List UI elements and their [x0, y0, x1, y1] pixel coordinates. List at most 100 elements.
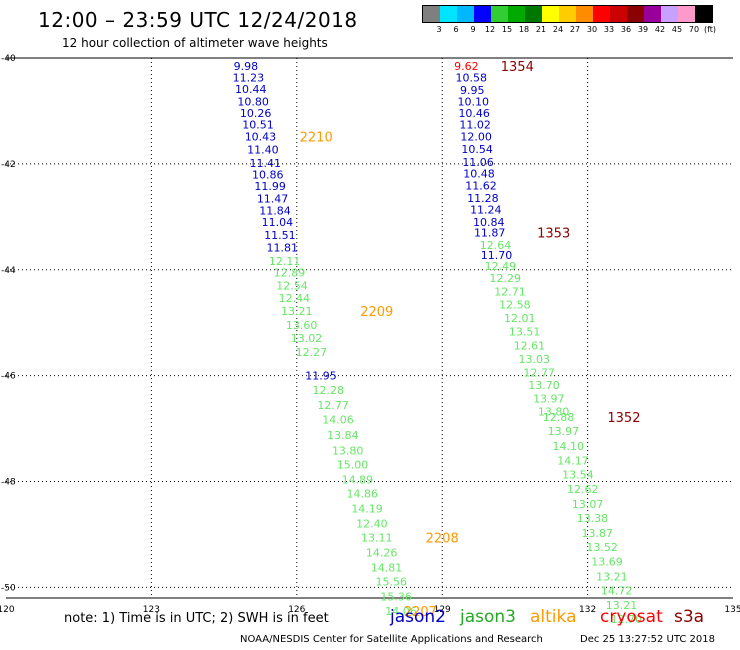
swh-data-label: 11.28: [467, 192, 499, 205]
swh-data-label: 12.62: [567, 483, 599, 496]
swh-data-label: 10.44: [235, 83, 267, 96]
swh-data-label: 9.98: [234, 60, 259, 73]
swh-data-label: 10.80: [237, 95, 269, 108]
swh-data-label: 13.70: [528, 379, 560, 392]
swh-data-label: 12.58: [499, 299, 531, 312]
swh-data-label: 13.07: [572, 498, 604, 511]
swh-data-label: 15.36: [380, 590, 412, 603]
color-scale-label: 21: [535, 25, 547, 34]
swh-data-label: 10.10: [457, 95, 489, 108]
swh-data-label: 12.28: [313, 384, 345, 397]
swh-data-label: 13.80: [538, 406, 570, 419]
color-scale-label: 70: [688, 25, 700, 34]
color-swatch: [508, 6, 525, 22]
swh-data-label: 13.54: [562, 469, 594, 482]
color-swatch: [491, 6, 508, 22]
color-swatch: [610, 6, 627, 22]
color-swatch: [695, 6, 712, 22]
swh-data-label: 11.41: [250, 157, 282, 170]
swh-data-label: 13.38: [577, 512, 609, 525]
swh-data-label: 13.87: [582, 527, 614, 540]
swh-data-label: 13.97: [548, 425, 580, 438]
swh-data-label: 10.51: [242, 119, 274, 132]
color-scale-label: 12: [484, 25, 496, 34]
pass-time-label: 2209: [360, 305, 393, 320]
color-scale-swatches: [422, 5, 713, 23]
swh-data-label: 13.21: [281, 305, 313, 318]
swh-data-label: 12.61: [514, 339, 546, 352]
color-scale-label: 33: [603, 25, 615, 34]
swh-data-label: 12.11: [269, 255, 301, 268]
color-swatch: [423, 6, 440, 22]
swh-data-label: 14.19: [351, 503, 383, 516]
swh-data-label: 15.56: [376, 576, 408, 589]
legend-s3a: s3a: [674, 607, 705, 627]
swh-data-label: 14.26: [366, 546, 398, 559]
swh-data-label: 14.89: [342, 473, 374, 486]
legend-cryosat: cryosat: [600, 607, 663, 627]
color-swatch: [457, 6, 474, 22]
color-swatch: [525, 6, 542, 22]
swh-data-label: 11.02: [459, 119, 491, 132]
swh-data-label: 11.87: [474, 227, 506, 240]
color-swatch: [559, 6, 576, 22]
note-text: note: 1) Time is in UTC; 2) SWH is in fe…: [64, 611, 329, 626]
swh-data-label: 11.81: [267, 242, 299, 255]
swh-data-label: 10.86: [252, 168, 284, 181]
color-swatch: [593, 6, 610, 22]
swh-data-label: 10.43: [245, 130, 277, 143]
swh-data-label: 14.10: [552, 440, 584, 453]
swh-data-label: 10.54: [461, 143, 493, 156]
y-tick-label: -40: [1, 54, 16, 64]
swh-data-label: 12.27: [296, 346, 328, 359]
color-scale-label: 15: [501, 25, 513, 34]
color-scale-legend: 3 6 9 12 15 18 21 24 27 30 33 36 39 42 45 70 (ft): [422, 5, 717, 37]
color-swatch: [644, 6, 661, 22]
y-tick-label: -48: [1, 478, 16, 488]
swh-data-label: 12.01: [504, 312, 536, 325]
swh-data-label: 13.97: [533, 392, 565, 405]
pass-time-label: 1352: [607, 411, 640, 426]
swh-data-label: 15.00: [337, 459, 369, 472]
pass-time-label: 1353: [537, 227, 570, 242]
color-scale-label: 6: [453, 25, 459, 34]
color-swatch: [576, 6, 593, 22]
swh-data-label: 10.58: [456, 72, 488, 85]
swh-data-label: 12.89: [274, 266, 306, 279]
x-tick-label: 120: [0, 605, 15, 615]
color-swatch: [474, 6, 491, 22]
color-scale-label: 24: [552, 25, 564, 34]
swh-data-label: 12.49: [485, 260, 517, 273]
swh-data-label: 12.44: [279, 292, 311, 305]
y-tick-label: -50: [1, 583, 16, 593]
swh-data-label: 12.64: [480, 239, 512, 252]
swh-data-label: 10.26: [240, 107, 272, 120]
color-scale-label: 45: [671, 25, 683, 34]
swh-data-label: 11.04: [262, 216, 294, 229]
color-scale-unit: (ft): [704, 25, 717, 34]
x-tick-label: 129: [434, 605, 451, 615]
swh-data-label: 13.80: [332, 444, 364, 457]
color-scale-label: 39: [637, 25, 649, 34]
swh-data-label: 12.77: [317, 399, 349, 412]
color-scale-label: 27: [569, 25, 581, 34]
color-swatch: [542, 6, 559, 22]
swh-data-label: 11.40: [247, 144, 279, 157]
swh-data-label: 12.40: [356, 517, 388, 530]
credit-text: NOAA/NESDIS Center for Satellite Applica…: [240, 634, 543, 645]
swh-data-label: 13.03: [519, 353, 551, 366]
swh-data-label: 14.72: [601, 585, 633, 598]
x-tick-label: 123: [143, 605, 160, 615]
swh-data-label: 10.46: [458, 107, 490, 120]
color-scale-label: 42: [654, 25, 666, 34]
color-swatch: [661, 6, 678, 22]
x-tick-label: 132: [579, 605, 596, 615]
swh-data-label: 11.24: [470, 203, 502, 216]
swh-data-label: 10.84: [473, 216, 505, 229]
swh-data-label: 13.02: [291, 332, 323, 345]
color-swatch: [627, 6, 644, 22]
swh-data-label: 9.95: [460, 84, 485, 97]
color-scale-label: 3: [436, 25, 442, 34]
color-scale-label: 36: [620, 25, 632, 34]
